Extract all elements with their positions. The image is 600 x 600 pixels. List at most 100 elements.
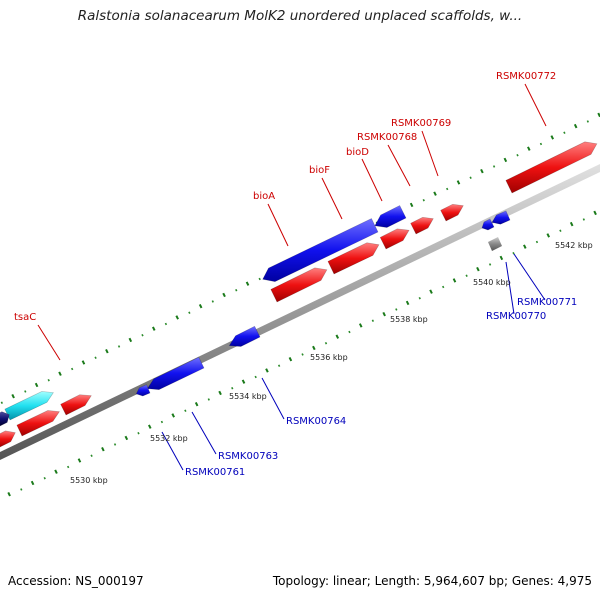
scale-dot (211, 300, 214, 303)
scale-dot (452, 278, 457, 283)
scale-dot (20, 488, 23, 491)
scale-dot (164, 322, 168, 326)
gene-label[interactable]: RSMK00763 (218, 451, 278, 462)
gene-forward[interactable] (270, 267, 328, 303)
scale-dot (124, 435, 129, 441)
scale-dot (550, 135, 555, 140)
gene-features[interactable] (0, 141, 598, 448)
scale-dot (456, 180, 461, 185)
scale-dot (90, 454, 93, 457)
scale-dot (148, 424, 152, 429)
gene-label[interactable]: RSMK00768 (357, 132, 417, 143)
gene-reverse[interactable] (481, 218, 495, 231)
label-leader-line (261, 377, 285, 420)
scale-dot (71, 367, 74, 371)
gene-reverse[interactable] (491, 210, 511, 225)
scale-dot (516, 153, 519, 157)
scale-dot (433, 191, 437, 196)
scale-dot (422, 198, 425, 202)
scale-dot (446, 187, 449, 191)
scale-dot (94, 356, 97, 359)
label-leader-line (267, 203, 289, 247)
scale-dot (113, 443, 117, 446)
scale-dot (47, 378, 50, 382)
scale-dot (546, 233, 551, 238)
scale-dot (559, 229, 562, 232)
gene-forward[interactable] (60, 394, 92, 416)
scale-dot (137, 431, 140, 435)
label-leader-line (361, 158, 383, 202)
scale-dot (539, 142, 543, 146)
gene-label[interactable]: RSMK00769 (391, 118, 451, 129)
gene-forward[interactable] (16, 410, 60, 437)
scale-tick-labels: 5530 kbp 5532 kbp 5534 kbp 5536 kbp 5538 kbp… (70, 241, 593, 485)
label-leader-line (421, 130, 439, 177)
scale-dot (152, 326, 156, 331)
gene-label[interactable]: RSMK00761 (185, 467, 245, 478)
scale-dot (358, 323, 363, 328)
gene-reverse[interactable] (135, 384, 151, 397)
scale-dot (265, 368, 269, 373)
scale-dot (198, 303, 203, 309)
gene-forward[interactable] (379, 228, 410, 250)
scale-dot (0, 401, 4, 404)
gene-forward[interactable] (327, 242, 380, 275)
scale-dot (184, 409, 187, 412)
scale-dot (231, 386, 234, 390)
gene-label[interactable]: RSMK00770 (486, 311, 546, 322)
scale-tick-label: 5532 kbp (150, 434, 188, 443)
label-leaders (37, 83, 547, 471)
gene-label[interactable]: bioD (346, 147, 369, 158)
gene-pseudo[interactable] (488, 237, 502, 251)
scale-dot (218, 390, 222, 396)
label-leader-line (513, 253, 546, 301)
scale-dot (160, 420, 164, 424)
scale-dot (254, 375, 257, 379)
gene-label[interactable]: tsaC (14, 312, 36, 323)
scale-tick-label: 5530 kbp (70, 476, 108, 485)
gene-dark[interactable] (0, 411, 10, 427)
gene-forward[interactable] (505, 141, 598, 194)
gene-forward[interactable] (440, 203, 464, 222)
scale-dot (81, 360, 86, 365)
gene-reverse[interactable] (374, 205, 407, 228)
label-leader-line (524, 83, 547, 127)
gene-label[interactable]: bioF (309, 165, 330, 176)
scale-dot (371, 319, 375, 322)
scale-dot (67, 465, 70, 469)
scale-dot (465, 274, 468, 277)
scale-dot (241, 379, 246, 384)
scale-dot (512, 251, 515, 255)
scale-dot (335, 334, 340, 339)
scale-tick-label: 5542 kbp (555, 241, 593, 250)
scale-dot (245, 281, 250, 286)
gene-label[interactable]: RSMK00764 (286, 416, 346, 427)
scale-dot (523, 244, 527, 249)
gene-label[interactable]: bioA (253, 191, 275, 202)
label-leader-line (505, 261, 515, 315)
scale-dot (7, 491, 11, 497)
scale-dot (569, 221, 574, 227)
genome-stats: Topology: linear; Length: 5,964,607 bp; … (272, 574, 592, 588)
scale-dot (586, 120, 589, 123)
scale-dot (277, 364, 281, 367)
scale-dot (503, 157, 508, 163)
gene-label[interactable]: RSMK00772 (496, 71, 556, 82)
gene-label[interactable]: RSMK00771 (517, 297, 577, 308)
scale-dot (58, 371, 62, 376)
scale-dot (480, 168, 484, 174)
gene-rna[interactable] (4, 391, 54, 421)
gene-reverse[interactable] (146, 356, 205, 390)
scale-dot (492, 165, 496, 168)
scale-dot (235, 288, 238, 292)
scale-dot (117, 345, 121, 348)
gene-reverse[interactable] (228, 325, 261, 347)
scale-dot (476, 266, 480, 272)
scale-dot (141, 333, 144, 337)
accession-text: Accession: NS_000197 (8, 574, 144, 588)
gene-forward[interactable] (410, 216, 434, 235)
gene-labels: tsaC bioA bioF bioD RSMK00768 RSMK00769 RSMK00… (14, 71, 577, 478)
gene-forward[interactable] (0, 430, 16, 448)
gene-reverse[interactable] (262, 218, 379, 282)
